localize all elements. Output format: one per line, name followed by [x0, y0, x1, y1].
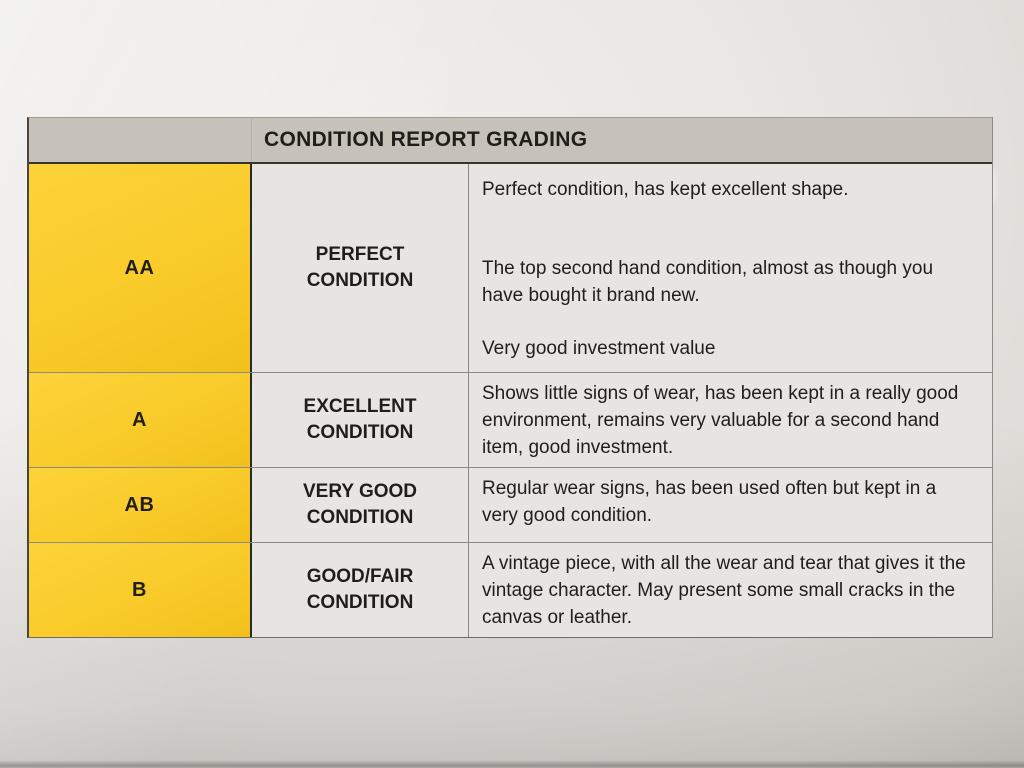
description-paragraph: The top second hand condition, almost as… [482, 258, 934, 306]
condition-label-b: GOOD/FAIR CONDITION [252, 543, 469, 637]
condition-label-text: PERFECT CONDITION [306, 244, 414, 291]
table-title: CONDITION REPORT GRADING [264, 128, 588, 151]
table-row-aa: AA PERFECT CONDITION Perfect condition, … [29, 164, 992, 372]
description-paragraph: Regular wear signs, has been used often … [482, 478, 937, 526]
description-paragraph: Perfect condition, has kept excellent sh… [482, 179, 849, 200]
condition-label-text: VERY GOOD CONDITION [302, 481, 418, 528]
paper-bottom-edge-shadow [0, 760, 1024, 768]
grade-code-ab: AB [29, 468, 252, 542]
condition-description-ab: Regular wear signs, has been used often … [469, 468, 992, 542]
table-row-ab: AB VERY GOOD CONDITION Regular wear sign… [29, 467, 992, 542]
condition-description-b: A vintage piece, with all the wear and t… [469, 543, 992, 637]
grade-code-aa: AA [29, 164, 252, 372]
condition-label-aa: PERFECT CONDITION [252, 164, 469, 372]
table-row-a: A EXCELLENT CONDITION Shows little signs… [29, 372, 992, 467]
condition-description-aa: Perfect condition, has kept excellent sh… [469, 164, 992, 372]
description-paragraph: Very good investment value [482, 338, 716, 359]
table-row-b: B GOOD/FAIR CONDITION A vintage piece, w… [29, 542, 992, 637]
header-corner-cell [29, 118, 252, 162]
description-paragraph: A vintage piece, with all the wear and t… [482, 553, 966, 628]
grade-code-a: A [29, 373, 252, 467]
condition-label-text: EXCELLENT CONDITION [303, 396, 417, 443]
description-paragraph: Shows little signs of wear, has been kep… [482, 383, 959, 458]
grade-code-b: B [29, 543, 252, 637]
condition-label-text: GOOD/FAIR CONDITION [306, 566, 414, 613]
condition-label-ab: VERY GOOD CONDITION [252, 468, 469, 542]
condition-report-grading-table: CONDITION REPORT GRADING AA PERFECT COND… [27, 117, 993, 638]
table-header-band: CONDITION REPORT GRADING [29, 118, 992, 164]
condition-label-a: EXCELLENT CONDITION [252, 373, 469, 467]
condition-description-a: Shows little signs of wear, has been kep… [469, 373, 992, 467]
